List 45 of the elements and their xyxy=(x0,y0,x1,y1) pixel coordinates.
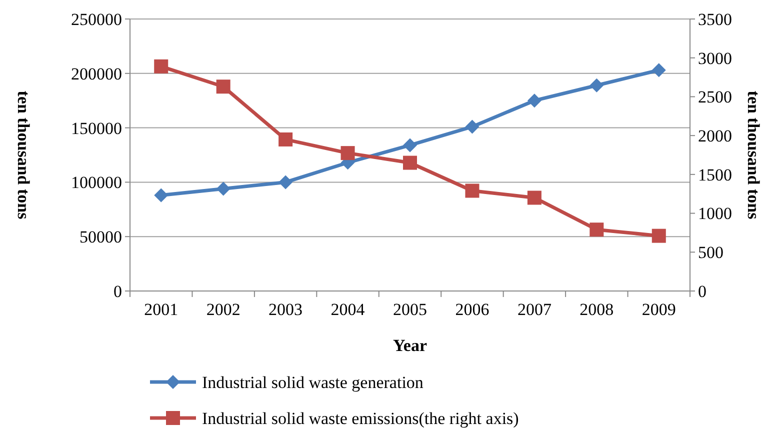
point xyxy=(340,146,355,160)
point xyxy=(590,222,604,237)
point xyxy=(216,182,230,196)
x-tick-label: 2007 xyxy=(517,300,552,319)
point xyxy=(154,188,168,202)
point xyxy=(465,120,480,134)
y-tick-label: 0 xyxy=(114,282,122,301)
y2-tick-label: 3000 xyxy=(698,48,732,68)
y2-tick-label: 2500 xyxy=(698,88,732,107)
y2-tick-label: 1000 xyxy=(698,204,732,224)
y-tick-label: 100000 xyxy=(71,173,122,192)
point xyxy=(527,190,542,205)
y-tick-label: 50000 xyxy=(80,228,122,247)
point xyxy=(216,80,230,94)
x-tick-label: 2009 xyxy=(642,300,676,319)
y-axis-title: ten thousand tons xyxy=(14,90,33,220)
point xyxy=(403,156,417,170)
point xyxy=(590,78,604,92)
point xyxy=(154,59,168,74)
legend-label: Industrial solid waste emissions(the right axis) xyxy=(202,408,519,428)
y2-tick-label: 2000 xyxy=(698,126,732,146)
point xyxy=(403,138,417,152)
y-tick-label: 250000 xyxy=(71,10,122,29)
x-tick-label: 2006 xyxy=(455,300,490,319)
y2-tick-label: 0 xyxy=(698,282,706,301)
point xyxy=(652,63,666,78)
x-tick-label: 2005 xyxy=(393,300,427,319)
x-tick-label: 2004 xyxy=(330,300,366,319)
x-tick-label: 2001 xyxy=(144,300,178,319)
x-tick-label: 2003 xyxy=(268,300,303,319)
y-tick-label: 200000 xyxy=(71,64,122,84)
y2-tick-label: 1500 xyxy=(698,165,732,184)
x-tick-label: 2008 xyxy=(580,300,614,319)
point xyxy=(278,175,293,190)
point xyxy=(652,228,666,243)
x-axis-title: Year xyxy=(393,336,428,355)
y2-tick-label: 3500 xyxy=(698,10,732,29)
point xyxy=(527,94,542,108)
x-tick-label: 2002 xyxy=(206,300,240,319)
y2-axis-title: ten thousand tons xyxy=(744,90,763,220)
y2-tick-label: 500 xyxy=(698,243,724,262)
point xyxy=(465,184,480,198)
legend-label: Industrial solid waste generation xyxy=(202,372,424,392)
point xyxy=(278,132,293,146)
y-tick-label: 150000 xyxy=(71,118,122,138)
